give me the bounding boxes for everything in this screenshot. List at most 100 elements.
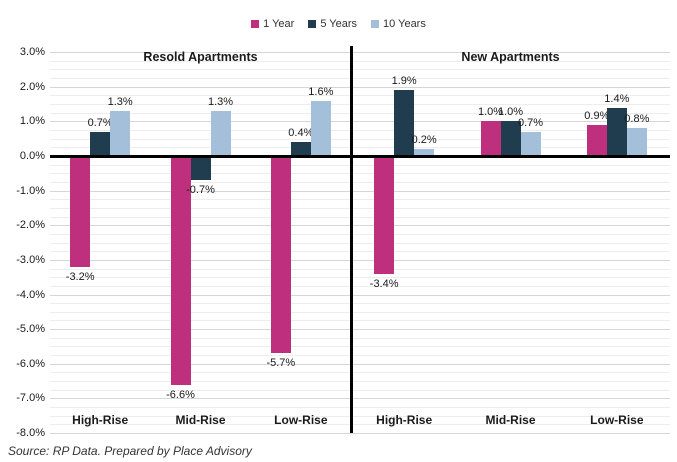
- gridline: [50, 433, 670, 434]
- bar-10-years: [626, 128, 647, 156]
- category-label: Mid-Rise: [175, 413, 226, 427]
- gridline: [50, 190, 670, 192]
- gridline: [50, 259, 670, 261]
- bar-1-year: [70, 156, 91, 267]
- data-label: 1.0%: [497, 106, 524, 119]
- data-label: -3.2%: [65, 270, 95, 283]
- bar-10-years: [210, 110, 231, 156]
- gridline: [50, 60, 670, 62]
- bar-1-year: [586, 124, 607, 156]
- gridline: [50, 104, 670, 106]
- data-label: -3.4%: [369, 277, 399, 290]
- bar-10-years: [414, 149, 435, 156]
- data-label: 1.6%: [308, 85, 334, 98]
- section-title: New Apartments: [461, 50, 560, 64]
- gridline: [50, 199, 670, 201]
- gridline: [50, 147, 670, 149]
- y-axis-tick-label: -2.0%: [16, 219, 45, 232]
- y-axis-tick-label: -1.0%: [16, 184, 45, 197]
- gridline: [50, 320, 670, 322]
- category-label: Mid-Rise: [485, 413, 536, 427]
- y-axis-tick-label: 3.0%: [19, 46, 45, 59]
- gridline: [50, 207, 670, 209]
- data-label: -0.7%: [186, 184, 215, 197]
- y-axis-tick-label: -7.0%: [16, 392, 45, 405]
- legend-item: 1 Year: [251, 18, 294, 30]
- gridline: [50, 303, 670, 305]
- legend-label: 10 Years: [383, 18, 426, 30]
- data-label: 0.7%: [517, 116, 544, 129]
- gridline: [50, 78, 670, 80]
- gridline: [50, 69, 670, 71]
- category-label: High-Rise: [72, 413, 129, 427]
- gridline: [50, 95, 670, 97]
- data-label: -6.6%: [166, 388, 195, 401]
- bar-10-years: [310, 100, 331, 156]
- bar-1-year: [374, 156, 395, 274]
- chart-legend: 1 Year 5 Years 10 Years: [0, 17, 677, 31]
- category-label: Low-Rise: [590, 413, 644, 427]
- legend-label: 1 Year: [263, 18, 295, 30]
- bar-10-years: [110, 110, 131, 156]
- data-label: 1.3%: [107, 95, 133, 108]
- bar-5-years: [606, 107, 627, 156]
- data-label: 1.0%: [477, 106, 504, 119]
- bar-5-years: [190, 156, 211, 181]
- bar-1-year: [480, 121, 501, 156]
- section-divider-line: [349, 46, 353, 433]
- gridline: [50, 381, 670, 383]
- gridline: [50, 294, 670, 296]
- data-label: 0.2%: [411, 134, 437, 147]
- gridline: [50, 363, 670, 365]
- data-label: 1.3%: [207, 95, 234, 108]
- gridline: [50, 337, 670, 339]
- gridline: [50, 346, 670, 348]
- gridline: [50, 355, 670, 357]
- bar-1-year: [170, 156, 191, 385]
- gridline: [50, 389, 670, 391]
- y-axis-tick-label: -8.0%: [16, 427, 45, 439]
- gridline: [50, 225, 670, 227]
- legend-item: 10 Years: [371, 18, 426, 30]
- legend-swatch-icon: [251, 20, 260, 28]
- gridline: [50, 121, 670, 123]
- bar-10-years: [520, 131, 541, 156]
- y-axis-tick-label: 0.0%: [19, 150, 45, 162]
- legend-swatch-icon: [371, 20, 380, 28]
- bar-5-years: [500, 121, 521, 156]
- data-label: 1.9%: [391, 75, 417, 88]
- legend-label: 5 Years: [320, 18, 358, 30]
- gridline: [50, 407, 670, 409]
- gridline: [50, 242, 670, 244]
- legend-swatch-icon: [308, 20, 317, 28]
- bar-5-years: [90, 131, 111, 156]
- category-label: Low-Rise: [274, 413, 328, 427]
- gridline: [50, 216, 670, 218]
- gridline: [50, 415, 670, 417]
- data-label: 0.7%: [87, 116, 113, 129]
- zero-axis-line: [50, 155, 670, 158]
- gridline: [50, 311, 670, 313]
- category-label: High-Rise: [376, 413, 433, 427]
- bar-5-years: [290, 142, 311, 156]
- gridline: [50, 164, 670, 166]
- gridline: [50, 233, 670, 235]
- y-axis-tick-label: -4.0%: [16, 288, 45, 301]
- gridline: [50, 277, 670, 279]
- y-axis-tick-label: 1.0%: [19, 115, 45, 128]
- y-axis-tick-label: -3.0%: [16, 253, 45, 266]
- y-axis-tick-label: -6.0%: [16, 357, 45, 370]
- gridline: [50, 52, 670, 54]
- legend-item: 5 Years: [308, 18, 357, 30]
- gridline: [50, 86, 670, 88]
- bar-1-year: [270, 156, 291, 354]
- gridline: [50, 285, 670, 287]
- y-axis-tick-label: -5.0%: [16, 323, 45, 336]
- data-label: 0.8%: [624, 113, 650, 126]
- gridline: [50, 251, 670, 253]
- data-label: 0.4%: [288, 127, 314, 140]
- gridline: [50, 424, 670, 426]
- y-axis-tick-label: 2.0%: [19, 80, 45, 93]
